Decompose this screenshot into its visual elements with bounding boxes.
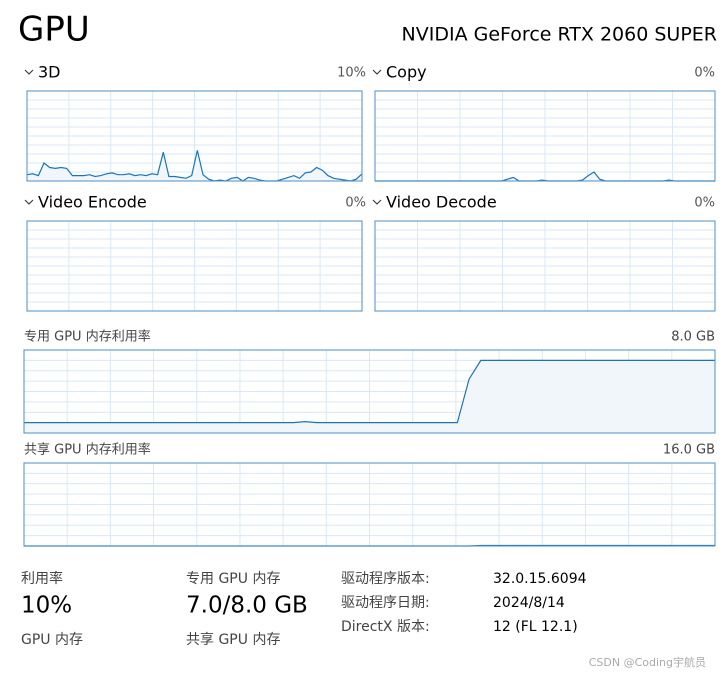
graph-label: Video Decode <box>386 193 497 212</box>
graph-reading: 0% <box>694 66 715 81</box>
graph-border <box>374 90 716 182</box>
detail-value: 12 (FL 12.1) <box>493 619 578 635</box>
memory-max: 8.0 GB <box>671 330 715 345</box>
stat-value: 7.0/8.0 GB <box>186 593 308 619</box>
graph-label: 3D <box>38 63 61 82</box>
page-title: GPU <box>18 10 90 50</box>
collapse-chevron[interactable] <box>24 69 34 75</box>
graph-border <box>23 462 716 547</box>
bottom-cover <box>0 645 540 677</box>
memory-max: 16.0 GB <box>663 443 715 458</box>
detail-label: 驱动程序日期: <box>341 595 430 611</box>
graph-reading: 10% <box>337 66 366 81</box>
collapse-chevron[interactable] <box>24 199 34 205</box>
memory-label: 专用 GPU 内存利用率 <box>24 329 151 345</box>
stat-label: 专用 GPU 内存 <box>186 571 280 587</box>
collapse-chevron[interactable] <box>372 69 382 75</box>
graph-label: Video Encode <box>38 193 147 212</box>
graph-label: Copy <box>386 63 427 82</box>
graph-line <box>24 359 715 424</box>
detail-value: 2024/8/14 <box>493 595 565 611</box>
graph-border <box>374 220 716 312</box>
graph-area <box>24 360 715 433</box>
graph-reading: 0% <box>694 196 715 211</box>
device-name: NVIDIA GeForce RTX 2060 SUPER <box>402 24 717 46</box>
graph-border <box>26 90 363 182</box>
collapse-chevron[interactable] <box>372 199 382 205</box>
detail-label: DirectX 版本: <box>341 619 430 635</box>
watermark: CSDN @Coding宇航员 <box>589 655 706 669</box>
stat-label: 利用率 <box>21 570 63 587</box>
graph-border <box>23 349 716 434</box>
stat-label: 共享 GPU 内存 <box>186 631 280 648</box>
detail-value: 32.0.15.6094 <box>493 571 587 587</box>
detail-label: 驱动程序版本: <box>341 571 430 587</box>
memory-label: 共享 GPU 内存利用率 <box>24 442 151 458</box>
graph-line <box>26 150 363 182</box>
graph-reading: 0% <box>345 196 366 211</box>
stat-label: GPU 内存 <box>21 632 83 648</box>
stat-value: 10% <box>21 593 72 619</box>
graph-border <box>26 220 363 312</box>
